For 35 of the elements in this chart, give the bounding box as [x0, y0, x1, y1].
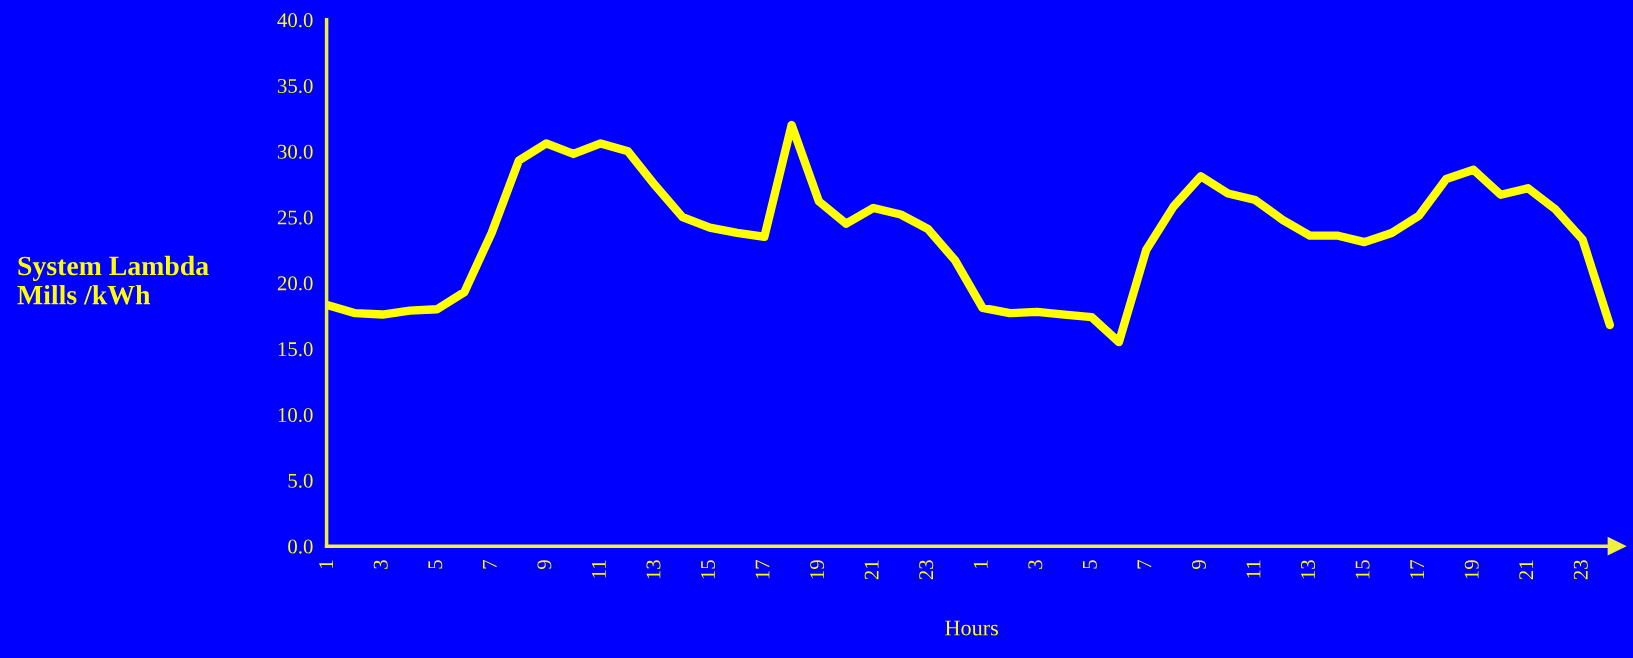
y-tick-label: 25.0: [277, 210, 313, 225]
x-tick-label: 3: [373, 560, 388, 569]
x-tick-label: 15: [701, 560, 716, 579]
x-tick-label: 5: [428, 560, 443, 569]
y-tick-label: 5.0: [288, 473, 313, 488]
y-tick-label: 15.0: [278, 342, 313, 357]
x-tick-label: 3: [1028, 560, 1043, 569]
x-tick-label: 17: [755, 559, 770, 579]
x-tick-label: 11: [591, 560, 606, 578]
y-axis-title: System Lambda Mills /kWh: [17, 255, 209, 305]
x-tick-label: 11: [1246, 560, 1261, 578]
x-tick-label: 13: [646, 560, 661, 579]
x-tick-label: 23: [919, 560, 934, 580]
x-tick-label: 5: [1083, 560, 1097, 569]
x-tick-label: 19: [1464, 560, 1479, 579]
y-tick-label: 40.0: [277, 13, 313, 28]
x-tick-label: 21: [864, 560, 879, 580]
x-tick-label: 9: [537, 560, 552, 570]
x-tick-label: 1: [973, 560, 988, 568]
y-tick-label: 35.0: [277, 78, 313, 94]
x-tick-label: 7: [482, 559, 497, 569]
x-tick-label: 1: [319, 560, 333, 568]
y-tick-label: 0.0: [288, 539, 313, 554]
y-tick-label: 20.0: [277, 276, 313, 291]
x-tick-label: 15: [1355, 560, 1370, 579]
x-tick-label: 7: [1137, 559, 1152, 569]
y-tick-label: 30.0: [277, 144, 313, 159]
x-tick-label: 9: [1191, 560, 1206, 570]
x-tick-label: 23: [1573, 560, 1588, 580]
x-tick-label: 17: [1410, 559, 1424, 579]
x-axis-title: Hours: [945, 620, 998, 636]
x-tick-label: 19: [810, 560, 825, 579]
x-tick-label: 13: [1301, 560, 1316, 579]
y-tick-label: 10.0: [278, 407, 313, 423]
x-tick-label: 21: [1519, 560, 1534, 580]
